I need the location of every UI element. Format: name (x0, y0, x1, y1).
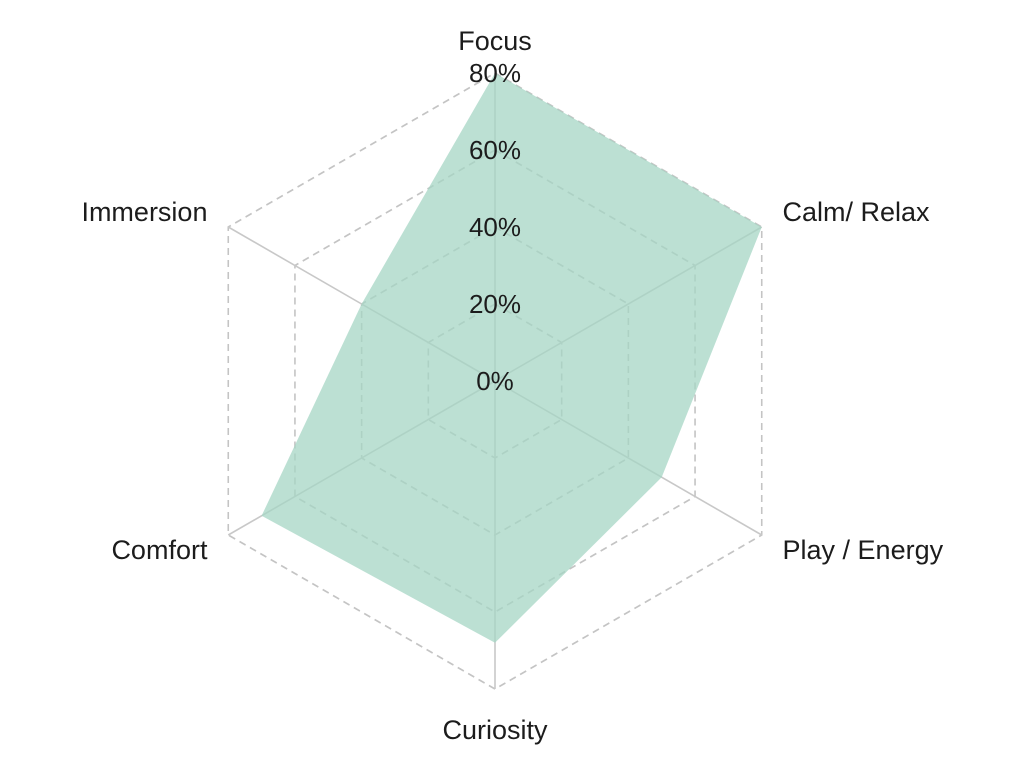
tick-label-40: 40% (469, 212, 521, 242)
radar-tick-labels: 0% 20% 40% 60% 80% (469, 58, 521, 396)
tick-label-0: 0% (476, 366, 514, 396)
axis-label-focus: Focus (458, 26, 532, 56)
radar-axis-labels: Focus Calm/ Relax Play / Energy Curiosity Co… (81, 26, 943, 745)
radar-series (261, 72, 762, 643)
tick-label-80: 80% (469, 58, 521, 88)
series-area-0 (261, 73, 762, 643)
axis-label-curiosity: Curiosity (442, 715, 548, 745)
axis-label-immersion: Immersion (81, 197, 207, 227)
axis-label-play-energy: Play / Energy (783, 535, 944, 565)
axis-label-calm-relax: Calm/ Relax (783, 197, 931, 227)
tick-label-20: 20% (469, 289, 521, 319)
axis-label-comfort: Comfort (111, 535, 208, 565)
tick-label-60: 60% (469, 135, 521, 165)
